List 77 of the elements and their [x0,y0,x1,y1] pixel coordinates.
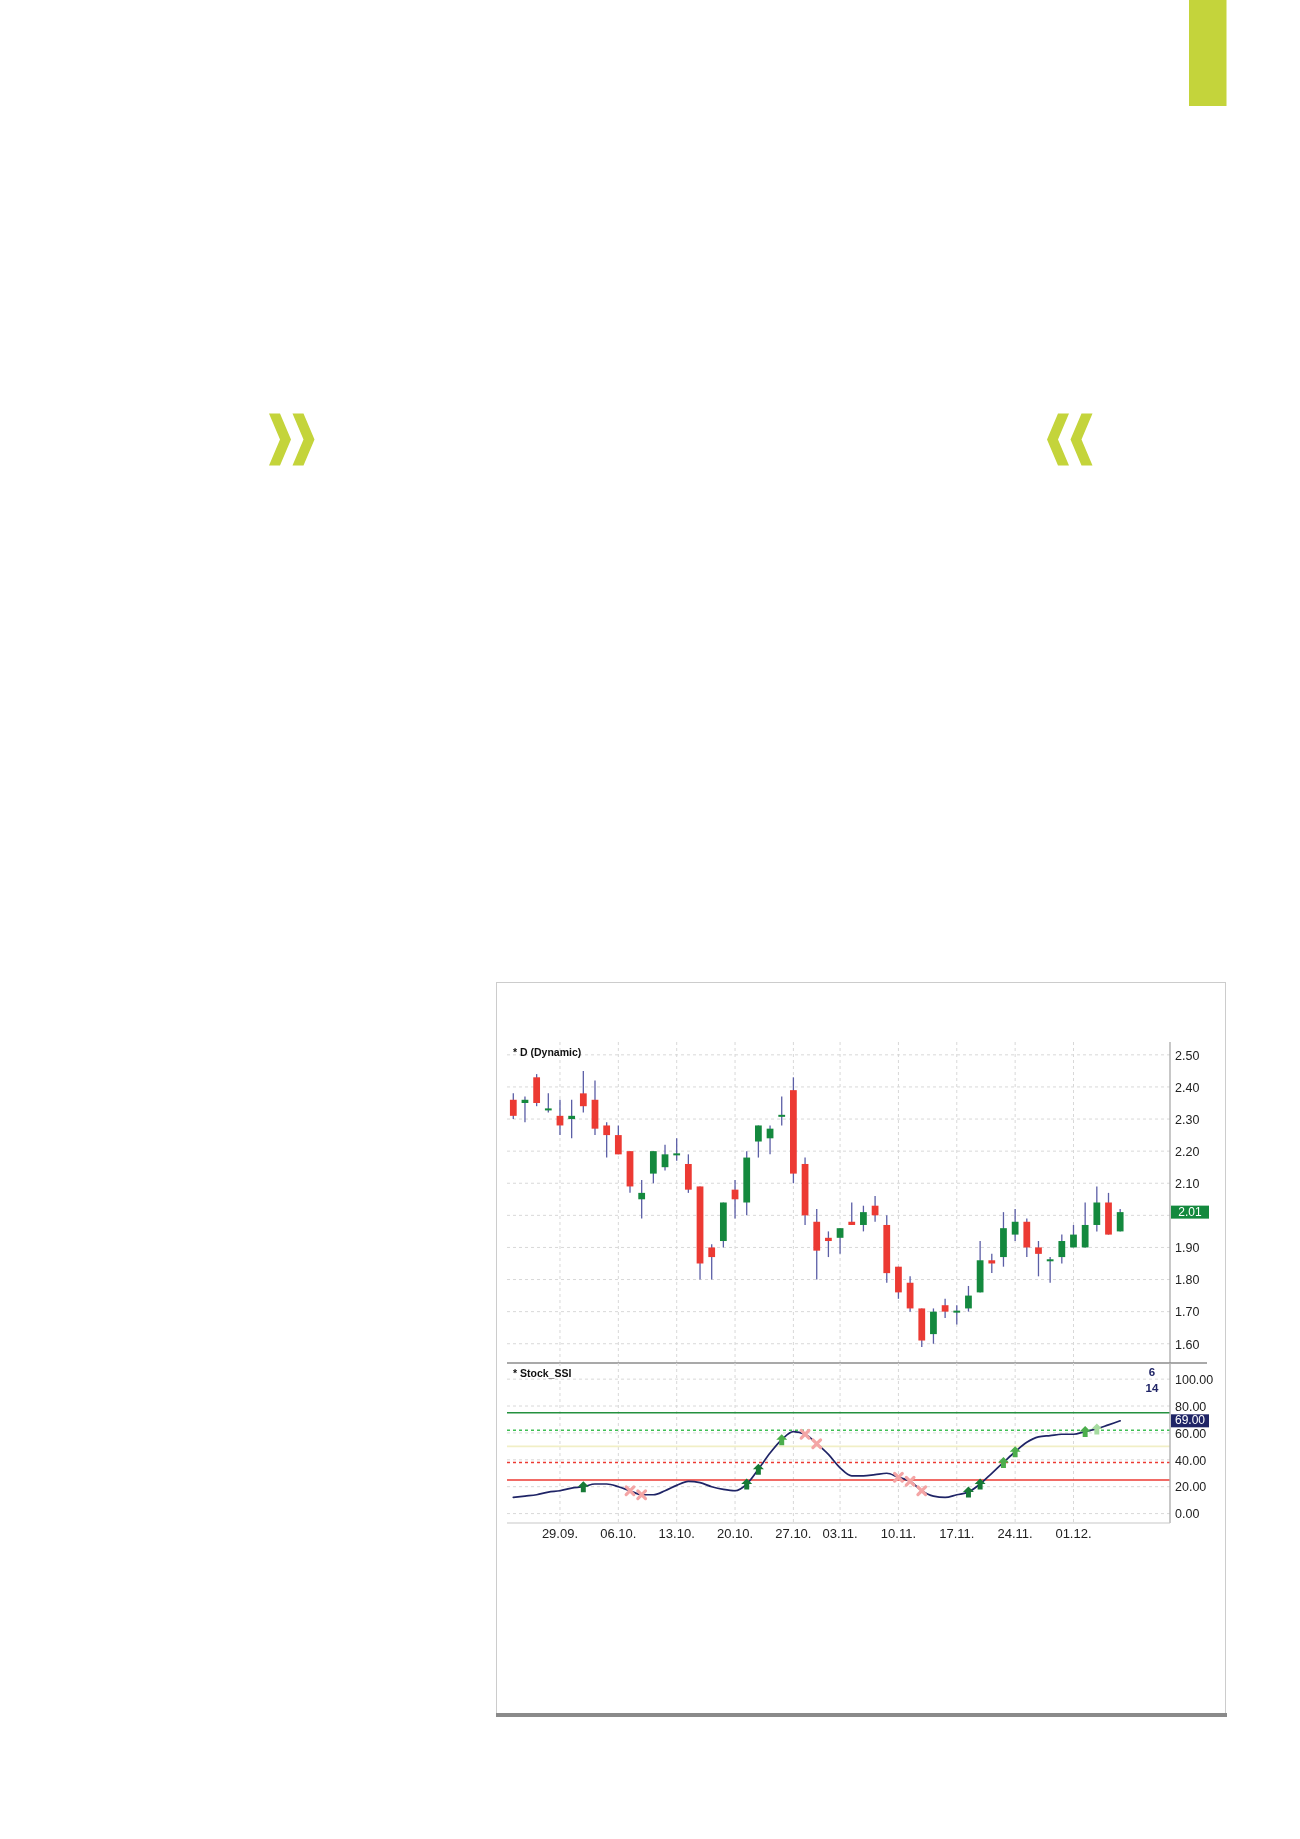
candlestick [778,1095,786,1127]
candlestick [860,1205,867,1233]
candlestick [1081,1201,1089,1249]
y-tick-label: 2.40 [1175,1080,1200,1095]
text: 14 [1145,1382,1159,1395]
candlestick [988,1253,996,1274]
y-tick-label: 2.20 [1175,1144,1200,1159]
x-tick-label: 27.10. [775,1526,812,1541]
candlestick [568,1099,576,1139]
point [904,1475,916,1487]
candlestick [953,1304,961,1326]
candlestick [579,1070,587,1114]
point [577,1481,589,1493]
point [1079,1426,1091,1438]
x-tick-label: 03.11. [822,1526,858,1541]
y-tick-label: 2.50 [1175,1048,1200,1063]
candlestick [649,1150,657,1184]
x-tick-label: 29.09. [541,1526,579,1541]
text: 6 [1148,1366,1156,1379]
y-tick-label: 1.90 [1175,1241,1200,1256]
candlestick [661,1144,669,1172]
y-tick-label: 60.00 [1175,1426,1207,1441]
x-tick-label: 10.11. [880,1526,917,1541]
point [1009,1446,1021,1458]
point [741,1478,753,1490]
candlestick [1046,1256,1054,1284]
candlestick [638,1179,646,1220]
x-tick-label: 13.10. [658,1526,695,1541]
y-tick-label: 100.00 [1175,1372,1214,1387]
y-tick-label: 40.00 [1175,1453,1207,1468]
candlestick [708,1243,716,1281]
point [636,1489,648,1501]
point [997,1457,1009,1468]
chart-title: * D (Dynamic) [513,1046,582,1058]
candlestick [1058,1233,1066,1265]
x-tick-label: 17.11. [939,1526,975,1541]
candlestick [1035,1240,1042,1277]
point [799,1428,811,1440]
y-tick-label: 1.60 [1175,1337,1200,1352]
candlestick [941,1298,949,1319]
y-tick-label: 2.10 [1175,1177,1200,1192]
y-tick-label: 1.80 [1175,1273,1200,1288]
candlestick [836,1227,844,1255]
point [624,1485,636,1497]
x-tick-label: 06.10. [600,1526,637,1541]
y-tick-label: 2.30 [1175,1112,1200,1127]
candlestick [673,1137,681,1162]
candlestick [930,1307,937,1345]
point [1091,1423,1103,1435]
candlestick [848,1201,856,1226]
candlestick [1011,1208,1019,1242]
x-tick-label: 01.12. [1055,1526,1092,1541]
candlestick [509,1092,517,1120]
candlestick [614,1124,622,1155]
point [974,1478,986,1490]
text: 2.01 [1178,1204,1202,1219]
candlestick [1093,1185,1101,1233]
candlestick [965,1285,972,1313]
text: 69.00 [1174,1413,1206,1428]
candlestick [825,1230,832,1258]
candlestick [755,1124,762,1159]
y-tick-label: 80.00 [1175,1399,1207,1414]
point [776,1434,788,1446]
point [916,1485,928,1497]
line-series [512,1419,1122,1499]
point [752,1463,764,1475]
x-tick-label: 20.10. [716,1526,754,1541]
candlestick [603,1121,611,1159]
y-tick-label: 0.00 [1175,1507,1200,1522]
y-tick-label: 1.70 [1175,1305,1200,1320]
chart-title: * Stock_SSI [513,1367,572,1379]
x-tick-label: 24.11. [997,1526,1033,1541]
candlestick [544,1092,552,1114]
point [892,1471,904,1483]
y-tick-label: 20.00 [1175,1480,1207,1495]
point [811,1438,823,1450]
point [962,1486,974,1498]
